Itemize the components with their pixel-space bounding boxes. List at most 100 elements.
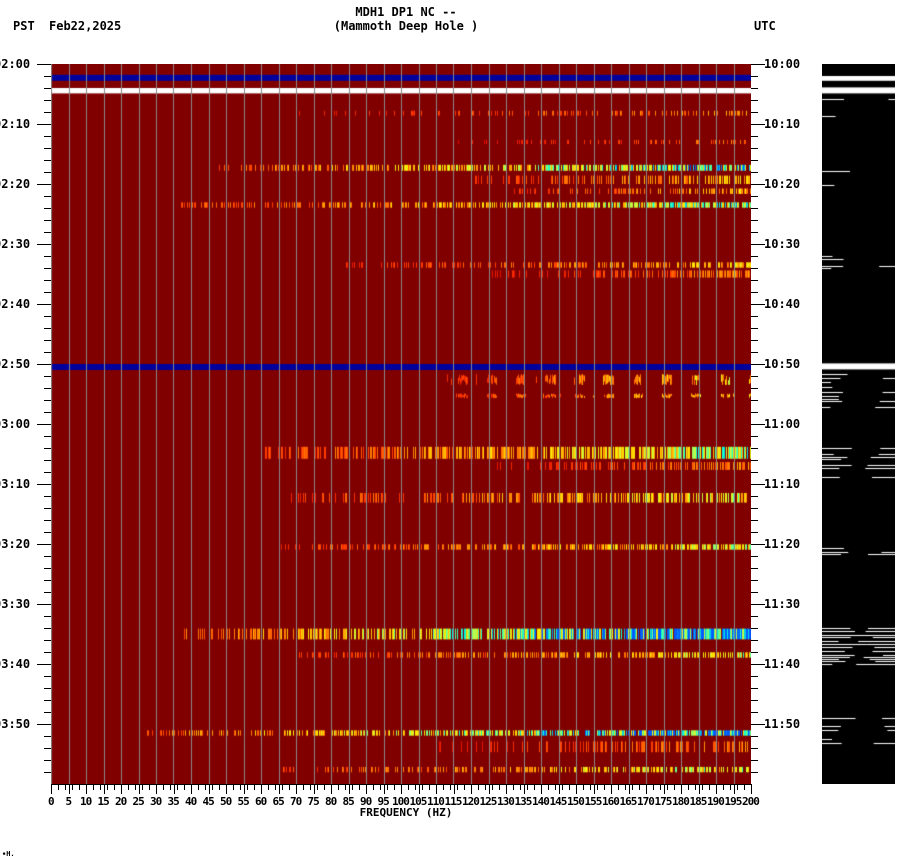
minor-tick — [44, 160, 51, 161]
major-tick — [37, 244, 51, 245]
minor-tick — [751, 520, 758, 521]
major-tick — [488, 784, 490, 794]
minor-tick — [751, 616, 758, 617]
minor-tick — [44, 376, 51, 377]
minor-tick — [317, 784, 318, 790]
major-tick — [751, 544, 765, 545]
major-tick — [37, 304, 51, 305]
minor-tick — [44, 280, 51, 281]
minor-tick — [282, 784, 283, 790]
minor-tick — [44, 172, 51, 173]
minor-tick — [751, 136, 758, 137]
left-time-label: 02:40 — [0, 297, 31, 311]
right-time-label: 11:20 — [764, 537, 801, 551]
major-tick — [733, 784, 735, 794]
frequency-tick-label: 160 — [602, 795, 620, 808]
major-tick — [37, 664, 51, 665]
minor-tick — [751, 640, 758, 641]
left-time-label: 03:50 — [0, 717, 31, 731]
minor-tick — [352, 784, 353, 790]
frequency-tick-label: 55 — [237, 795, 250, 808]
minor-tick — [751, 160, 758, 161]
major-tick — [121, 784, 122, 794]
minor-tick — [744, 784, 745, 790]
minor-tick — [44, 592, 51, 593]
major-tick — [37, 124, 51, 125]
minor-tick — [359, 784, 360, 790]
major-tick — [401, 784, 402, 794]
minor-tick — [310, 784, 311, 790]
minor-tick — [667, 784, 668, 790]
frequency-tick-label: 200 — [742, 795, 760, 808]
minor-tick — [44, 100, 51, 101]
minor-tick — [177, 784, 178, 790]
major-tick — [751, 664, 765, 665]
right-time-label: 11:00 — [764, 417, 801, 431]
left-time-axis: 02:00 02:10 02:20 02:30 02:40 02:50 03:00 03:10… — [0, 0, 51, 800]
minor-tick — [44, 412, 51, 413]
major-tick — [37, 544, 51, 545]
left-time-label: 03:10 — [0, 477, 31, 491]
left-time-label: 02:00 — [0, 57, 31, 71]
minor-tick — [639, 784, 640, 790]
minor-tick — [44, 448, 51, 449]
major-tick — [37, 724, 51, 725]
minor-tick — [44, 76, 51, 77]
frequency-tick-label: 45 — [202, 795, 215, 808]
major-tick — [191, 784, 192, 794]
minor-tick — [429, 784, 430, 790]
minor-tick — [44, 616, 51, 617]
major-tick — [471, 784, 472, 794]
minor-tick — [44, 400, 51, 401]
minor-tick — [44, 256, 51, 257]
frequency-tick-label: 120 — [462, 795, 480, 808]
frequency-tick-label: 40 — [185, 795, 197, 808]
major-tick — [37, 484, 51, 485]
major-tick — [37, 424, 51, 425]
major-tick — [751, 184, 765, 185]
minor-tick — [751, 196, 758, 197]
minor-tick — [751, 448, 758, 449]
major-tick — [37, 604, 51, 605]
major-tick — [576, 784, 577, 794]
minor-tick — [751, 340, 758, 341]
minor-tick — [422, 784, 423, 790]
seismogram-canvas — [822, 64, 895, 784]
minor-tick — [450, 784, 451, 790]
major-tick — [751, 244, 765, 245]
minor-tick — [737, 784, 738, 790]
minor-tick — [44, 136, 51, 137]
minor-tick — [149, 784, 150, 790]
major-tick — [506, 784, 507, 794]
major-tick — [628, 784, 630, 794]
frequency-tick-label: 65 — [272, 795, 285, 808]
minor-tick — [212, 784, 213, 790]
major-tick — [751, 124, 765, 125]
minor-tick — [751, 700, 758, 701]
minor-tick — [457, 784, 458, 790]
minor-tick — [44, 328, 51, 329]
major-tick — [366, 784, 367, 794]
frequency-tick-label: 20 — [115, 795, 127, 808]
left-time-label: 03:00 — [0, 417, 31, 431]
minor-tick — [492, 784, 493, 790]
minor-tick — [443, 784, 444, 790]
minor-tick — [751, 460, 758, 461]
minor-tick — [751, 760, 758, 761]
minor-tick — [44, 232, 51, 233]
minor-tick — [751, 508, 758, 509]
minor-tick — [751, 280, 758, 281]
minor-tick — [44, 112, 51, 113]
minor-tick — [44, 532, 51, 533]
minor-tick — [751, 532, 758, 533]
minor-tick — [751, 232, 758, 233]
major-tick — [51, 784, 52, 794]
minor-tick — [751, 628, 758, 629]
major-tick — [751, 364, 765, 365]
minor-tick — [751, 592, 758, 593]
major-tick — [383, 784, 385, 794]
minor-tick — [44, 148, 51, 149]
minor-tick — [751, 772, 758, 773]
minor-tick — [373, 784, 374, 790]
right-timezone-label: UTC — [754, 19, 776, 33]
